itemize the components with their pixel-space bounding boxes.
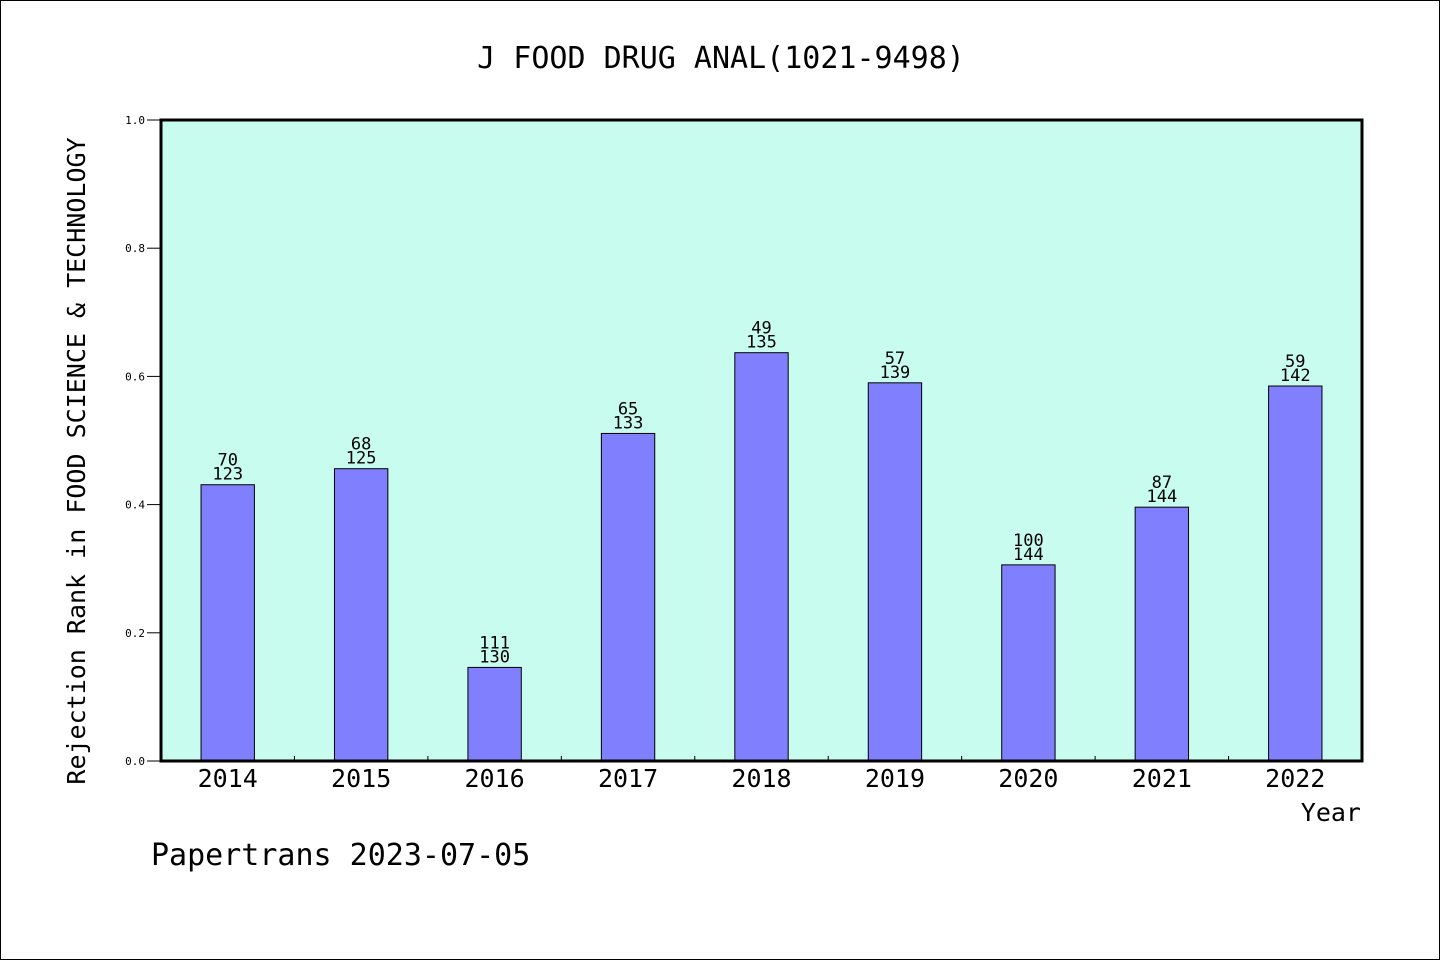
- bar-2017: [600, 432, 656, 762]
- x-tick-label: 2022: [1265, 764, 1325, 793]
- x-tick-label: 2014: [198, 764, 258, 793]
- bar-label-top: 49: [751, 319, 771, 339]
- x-tick-label: 2017: [598, 764, 658, 793]
- x-tick-label: 2020: [998, 764, 1058, 793]
- bar-label-top: 111: [479, 633, 510, 653]
- y-axis-ticks: 0.0 0.2 0.4 0.6 0.8 1.0: [125, 114, 161, 768]
- y-tick-label: 0.2: [125, 627, 145, 640]
- bar-label-top: 59: [1285, 352, 1305, 372]
- bar-label-bottom: 144: [1146, 487, 1177, 507]
- bar-label-top: 100: [1013, 531, 1044, 551]
- bar-2020: [1001, 564, 1056, 762]
- plot-border: [159, 118, 1364, 763]
- bar-2022: [1268, 385, 1323, 762]
- bar-label-top: 68: [351, 435, 371, 455]
- bars-group: [200, 352, 1323, 762]
- x-axis-title: Year: [1301, 798, 1361, 827]
- bar-label-bottom: 123: [212, 465, 243, 485]
- y-tick-label: 0.0: [125, 755, 145, 768]
- bar-2015: [333, 468, 389, 762]
- bar-2014: [200, 484, 255, 762]
- y-tick-label: 0.4: [125, 499, 145, 512]
- data-labels-group: 7012368125111130651334913557139100144871…: [212, 319, 1310, 668]
- x-tick-label: 2019: [865, 764, 925, 793]
- bar-label-bottom: 130: [479, 647, 510, 667]
- x-tick-label: 2021: [1132, 764, 1192, 793]
- bar-2021: [1134, 506, 1190, 762]
- chart-title: J FOOD DRUG ANAL(1021-9498): [477, 41, 965, 76]
- bar-label-bottom: 142: [1280, 366, 1311, 386]
- bar-label-bottom: 135: [746, 333, 777, 353]
- bar-2019: [867, 382, 923, 762]
- y-tick-label: 0.6: [125, 370, 145, 383]
- footer-text: Papertrans 2023-07-05: [151, 838, 530, 873]
- bar-label-bottom: 139: [880, 363, 911, 383]
- y-tick-label: 1.0: [125, 114, 145, 127]
- y-axis-title: Rejection Rank in FOOD SCIENCE & TECHNOL…: [62, 137, 91, 784]
- bar-label-top: 57: [885, 349, 905, 369]
- x-tick-label: 2016: [465, 764, 525, 793]
- x-tick-label: 2018: [731, 764, 791, 793]
- bar-label-bottom: 133: [613, 413, 644, 433]
- bar-2016: [467, 666, 522, 762]
- y-tick-label: 0.8: [125, 242, 145, 255]
- bar-label-top: 65: [618, 399, 638, 419]
- x-tick-label: 2015: [331, 764, 391, 793]
- bar-label-top: 87: [1152, 473, 1172, 493]
- x-axis-ticks: 2014 2015 2016 2017 2018 2019 2020 2021 2022: [198, 756, 1325, 793]
- bar-label-bottom: 125: [346, 449, 377, 469]
- bar-label-bottom: 144: [1013, 545, 1044, 565]
- bar-2018: [734, 352, 789, 762]
- bar-label-top: 70: [217, 451, 237, 471]
